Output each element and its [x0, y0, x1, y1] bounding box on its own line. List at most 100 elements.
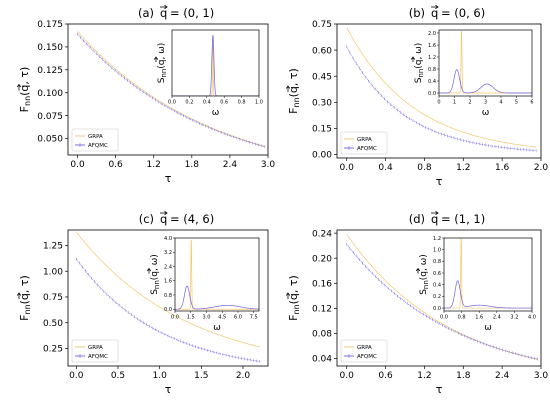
x-tick-label: 1.2 [417, 371, 431, 381]
legend-entry: AFQMC [88, 143, 108, 149]
axes-frame [67, 23, 269, 156]
x-tick-label: 2.4 [223, 160, 238, 170]
x-tick-label: 0.4 [378, 163, 393, 173]
x-tick-label: 0.0 [340, 371, 355, 381]
vector-arrow-head [16, 83, 22, 88]
y-tick-label: 0.04 [312, 355, 332, 365]
y-tick-label: 0.50 [43, 319, 63, 329]
inset-frame [443, 237, 533, 312]
inset-background [444, 238, 532, 311]
y-axis-label: Fnn(q, τ) [285, 68, 301, 114]
legend-entry: AFQMC [357, 146, 377, 152]
inset-y-tick-label: 0.4 [428, 79, 436, 85]
y-tick-label: 0.16 [312, 279, 332, 289]
y-tick-label: 0.150 [37, 43, 63, 53]
inset-x-tick-label: 3 [484, 100, 487, 106]
inset-x-axis-label: ω [213, 323, 221, 333]
x-tick-label: 2.4 [495, 371, 510, 381]
inset-frame [174, 237, 260, 312]
x-axis-label: τ [165, 383, 172, 396]
inset-y-tick-label: 0.2 [433, 294, 441, 300]
y-tick-label: 0.60 [312, 46, 332, 56]
vector-arrow-head [435, 210, 439, 216]
inset-x-tick-label: 1.5 [187, 315, 195, 321]
legend-box [71, 128, 119, 152]
inset-series-afqmc [175, 285, 259, 310]
panel-title-prefix: (c) [139, 212, 154, 226]
inset-x-tick-label: 5 [515, 100, 518, 106]
inset-y-axis-label: Snn(q, ω) [415, 254, 430, 295]
inset-x-tick-label: 0.0 [440, 315, 448, 321]
y-tick-label: 0.100 [37, 89, 63, 99]
panel-b: (b) q = (0, 6)0.0 0.4 0.8 1.2 1.6 2.00.000.150.… [285, 4, 549, 188]
inset-series-grpa [175, 239, 259, 310]
y-tick-label: 0.050 [37, 135, 63, 145]
inset-y-tick-label: 1.0 [433, 247, 441, 253]
y-tick-label: 0.75 [312, 20, 332, 30]
inset-x-tick-label: 4.0 [528, 315, 536, 321]
inset-x-tick-label: 0.0 [168, 100, 176, 106]
inset-series-afqmc [439, 69, 532, 94]
panel-title-prefix: (d) [409, 212, 425, 226]
inset-x-tick-label: 6.0 [234, 315, 242, 321]
x-tick-label: 1.0 [153, 371, 168, 381]
x-tick-label: 1.2 [147, 160, 161, 170]
panel-title-prefix: (b) [409, 6, 425, 20]
y-axis-label: Fnn(q, τ) [16, 275, 32, 321]
inset-y-axis-label-text: Snn(q, ω) [414, 43, 425, 84]
vector-arrow-head [435, 4, 439, 10]
x-axis-label: τ [436, 175, 443, 188]
inset-background [439, 30, 532, 96]
legend-entry: AFQMC [357, 354, 377, 360]
y-axis-label-text: Fnn(q, τ) [18, 275, 32, 321]
inset-x-tick-label: 6 [530, 100, 533, 106]
panel-title-value: = (4, 6) [170, 212, 214, 226]
inset-frame [171, 29, 260, 97]
inset-y-tick-label: 1.2 [428, 55, 436, 61]
inset-x-tick-label: 0.4 [203, 100, 211, 106]
x-tick-label: 0.0 [340, 163, 355, 173]
y-tick-label: 0.45 [312, 72, 332, 82]
y-tick-label: 0.075 [37, 112, 63, 122]
inset-y-axis-label-text: Snn(q, ω) [150, 254, 161, 295]
inset-x-axis-label: ω [484, 323, 492, 333]
series-line-grpa [76, 231, 260, 348]
y-tick-label: 0.24 [312, 229, 332, 239]
vector-arrow-head [410, 56, 416, 60]
inset-y-tick-label: 1.6 [428, 43, 436, 49]
y-axis-label-text: Fnn(q, τ) [287, 68, 301, 114]
y-axis-label: Fnn(q, τ) [285, 275, 301, 321]
inset: 0.0 1.5 3.0 4.5 6.0 7.5 0.0 0.8 1.6 2.4 3.2 4.0 ω Snn… [146, 236, 260, 333]
inset-y-tick-label: 0.0 [433, 306, 441, 312]
inset-x-tick-label: 0.2 [185, 100, 193, 106]
y-tick-label: 1.00 [43, 267, 63, 277]
inset-y-tick-label: 2.4 [164, 264, 172, 270]
vector-arrow-head [153, 56, 159, 60]
inset-x-tick-label: 7.5 [250, 315, 258, 321]
inset: 0 1 2 3 4 5 6 0.0 0.4 0.8 1.2 1.6 2.0 ω Snn(q, ω) [410, 29, 534, 118]
x-tick-label: 1.8 [456, 371, 471, 381]
inset-y-tick-label: 1.6 [164, 279, 172, 285]
vector-arrow-head [146, 267, 152, 272]
y-tick-label: 0.25 [43, 345, 63, 355]
y-tick-label: 0.00 [312, 151, 332, 161]
x-tick-label: 0.0 [69, 371, 84, 381]
x-tick-label: 0.0 [70, 160, 85, 170]
inset: 0.0 0.2 0.4 0.6 0.8 1.0 ω Snn(q, ω) [153, 29, 263, 118]
inset-y-axis-label-text: Snn(q, ω) [419, 254, 430, 295]
inset-y-tick-label: 0.0 [164, 307, 172, 313]
vector-arrow-head [285, 292, 291, 296]
panel-title-value: = (0, 1) [170, 6, 214, 20]
inset-x-tick-label: 1.0 [255, 100, 263, 106]
inset-background [172, 30, 259, 96]
panel-title-q: q [431, 212, 438, 226]
inset-y-tick-label: 0.8 [164, 293, 172, 299]
x-tick-label: 2.0 [236, 371, 251, 381]
x-tick-label: 2.0 [534, 163, 549, 173]
panel-title-prefix: (a) [138, 6, 154, 20]
inset-y-tick-label: 3.2 [164, 250, 172, 256]
legend-box [340, 131, 388, 155]
y-tick-label: 0.08 [312, 330, 332, 340]
inset-y-axis-label-text: Snn(q, ω) [157, 43, 168, 84]
y-tick-label: 0.20 [312, 254, 332, 264]
